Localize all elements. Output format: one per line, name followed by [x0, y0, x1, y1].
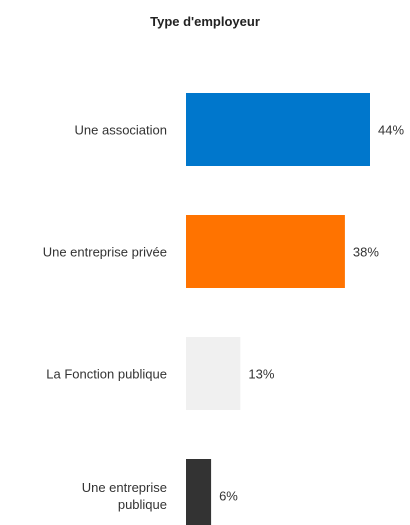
category-label-3: La Fonction publique — [46, 367, 167, 382]
category-label-4-line-2: publique — [118, 497, 167, 512]
value-label-2: 38% — [353, 245, 379, 260]
bar-1 — [186, 93, 370, 166]
value-label-1: 44% — [378, 123, 404, 138]
chart-title: Type d'employeur — [150, 14, 260, 29]
category-label-1: Une association — [75, 123, 168, 138]
value-label-3: 13% — [248, 367, 274, 382]
category-label-2: Une entreprise privée — [43, 245, 167, 260]
bar-3 — [186, 337, 241, 410]
category-label-4-line-1: Une entreprise — [82, 480, 167, 495]
bar-2 — [186, 215, 345, 288]
value-label-4: 6% — [219, 489, 238, 504]
bar-4 — [186, 459, 212, 525]
